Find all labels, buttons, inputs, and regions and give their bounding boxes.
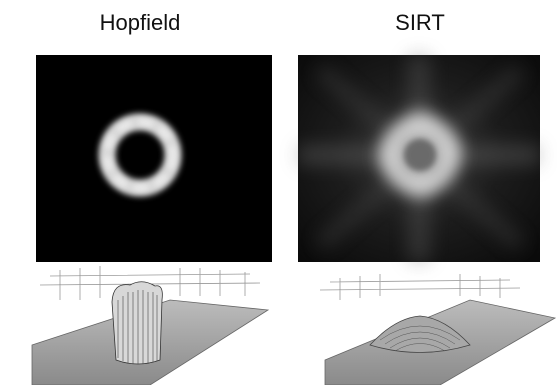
hopfield-image	[36, 55, 272, 262]
sirt-surface	[320, 274, 555, 385]
panel-title: Hopfield	[100, 10, 181, 35]
hopfield-surface	[32, 266, 268, 385]
panel-title: SIRT	[395, 10, 445, 35]
sirt-image	[298, 55, 540, 262]
figure: Hopfield SIRT	[0, 0, 557, 385]
